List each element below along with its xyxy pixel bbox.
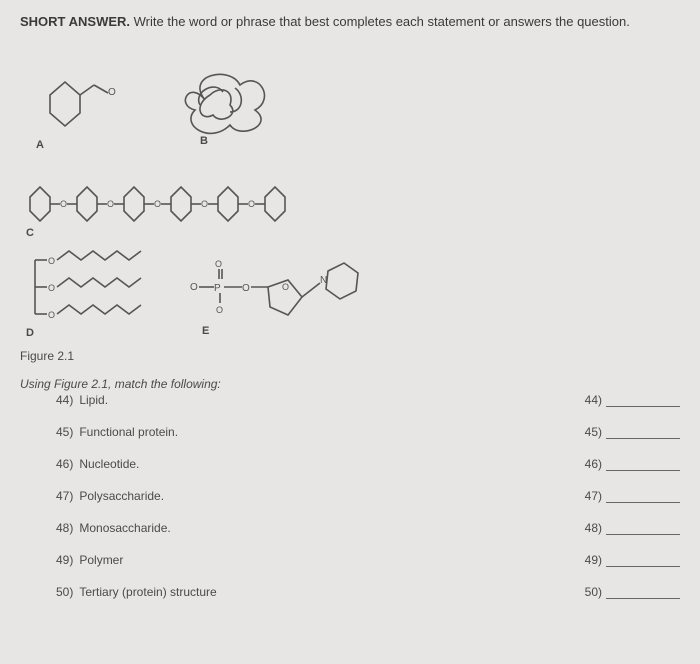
answer-blank[interactable] bbox=[606, 553, 680, 567]
answer-number: 46) bbox=[585, 457, 602, 471]
question-number: 45) bbox=[56, 425, 73, 439]
question-row: 49) Polymer 49) bbox=[20, 553, 680, 567]
answer-number: 45) bbox=[585, 425, 602, 439]
answer-blank[interactable] bbox=[606, 489, 680, 503]
figure-caption: Figure 2.1 bbox=[20, 349, 680, 363]
question-row: 48) Monosaccharide. 48) bbox=[20, 521, 680, 535]
label-D: D bbox=[26, 327, 34, 339]
svg-text:O: O bbox=[282, 282, 289, 292]
label-B: B bbox=[200, 135, 208, 147]
answer-blank[interactable] bbox=[606, 457, 680, 471]
question-text: Lipid. bbox=[79, 393, 108, 407]
question-text: Nucleotide. bbox=[79, 457, 139, 471]
figure-diagram: O O O O O O bbox=[20, 35, 480, 345]
instruction-text: Using Figure 2.1, match the following: bbox=[20, 377, 680, 391]
svg-text:O: O bbox=[215, 259, 222, 269]
svg-text:O: O bbox=[107, 199, 114, 209]
question-row: 50) Tertiary (protein) structure 50) bbox=[20, 585, 680, 599]
answer-number: 48) bbox=[585, 521, 602, 535]
question-number: 44) bbox=[56, 393, 73, 407]
questions-list: 44) Lipid. 44) 45) Functional protein. 45) 46)… bbox=[20, 393, 680, 599]
question-number: 49) bbox=[56, 553, 73, 567]
svg-text:O: O bbox=[201, 199, 208, 209]
svg-text:O: O bbox=[48, 283, 55, 293]
svg-text:O: O bbox=[190, 282, 198, 293]
answer-blank[interactable] bbox=[606, 521, 680, 535]
question-row: 45) Functional protein. 45) bbox=[20, 425, 680, 439]
svg-text:O: O bbox=[216, 305, 223, 315]
question-text: Monosaccharide. bbox=[79, 521, 170, 535]
svg-text:P: P bbox=[214, 283, 221, 294]
question-text: Polymer bbox=[79, 553, 123, 567]
question-row: 47) Polysaccharide. 47) bbox=[20, 489, 680, 503]
header-bold: SHORT ANSWER. bbox=[20, 14, 130, 29]
svg-text:O: O bbox=[108, 87, 116, 98]
header-rest: Write the word or phrase that best compl… bbox=[130, 14, 630, 29]
question-number: 47) bbox=[56, 489, 73, 503]
answer-number: 44) bbox=[585, 393, 602, 407]
question-text: Functional protein. bbox=[79, 425, 178, 439]
label-E: E bbox=[202, 325, 209, 337]
question-text: Tertiary (protein) structure bbox=[79, 585, 216, 599]
svg-text:O: O bbox=[242, 283, 250, 294]
question-text: Polysaccharide. bbox=[79, 489, 164, 503]
svg-text:O: O bbox=[154, 199, 161, 209]
svg-text:O: O bbox=[48, 310, 55, 320]
svg-text:O: O bbox=[48, 256, 55, 266]
svg-text:O: O bbox=[60, 199, 67, 209]
question-number: 48) bbox=[56, 521, 73, 535]
question-number: 46) bbox=[56, 457, 73, 471]
answer-number: 49) bbox=[585, 553, 602, 567]
answer-blank[interactable] bbox=[606, 393, 680, 407]
answer-blank[interactable] bbox=[606, 425, 680, 439]
label-C: C bbox=[26, 227, 34, 239]
section-header: SHORT ANSWER. Write the word or phrase t… bbox=[20, 14, 680, 29]
question-number: 50) bbox=[56, 585, 73, 599]
svg-text:O: O bbox=[248, 199, 255, 209]
label-A: A bbox=[36, 139, 44, 151]
question-row: 44) Lipid. 44) bbox=[20, 393, 680, 407]
answer-number: 50) bbox=[585, 585, 602, 599]
question-row: 46) Nucleotide. 46) bbox=[20, 457, 680, 471]
answer-blank[interactable] bbox=[606, 585, 680, 599]
answer-number: 47) bbox=[585, 489, 602, 503]
